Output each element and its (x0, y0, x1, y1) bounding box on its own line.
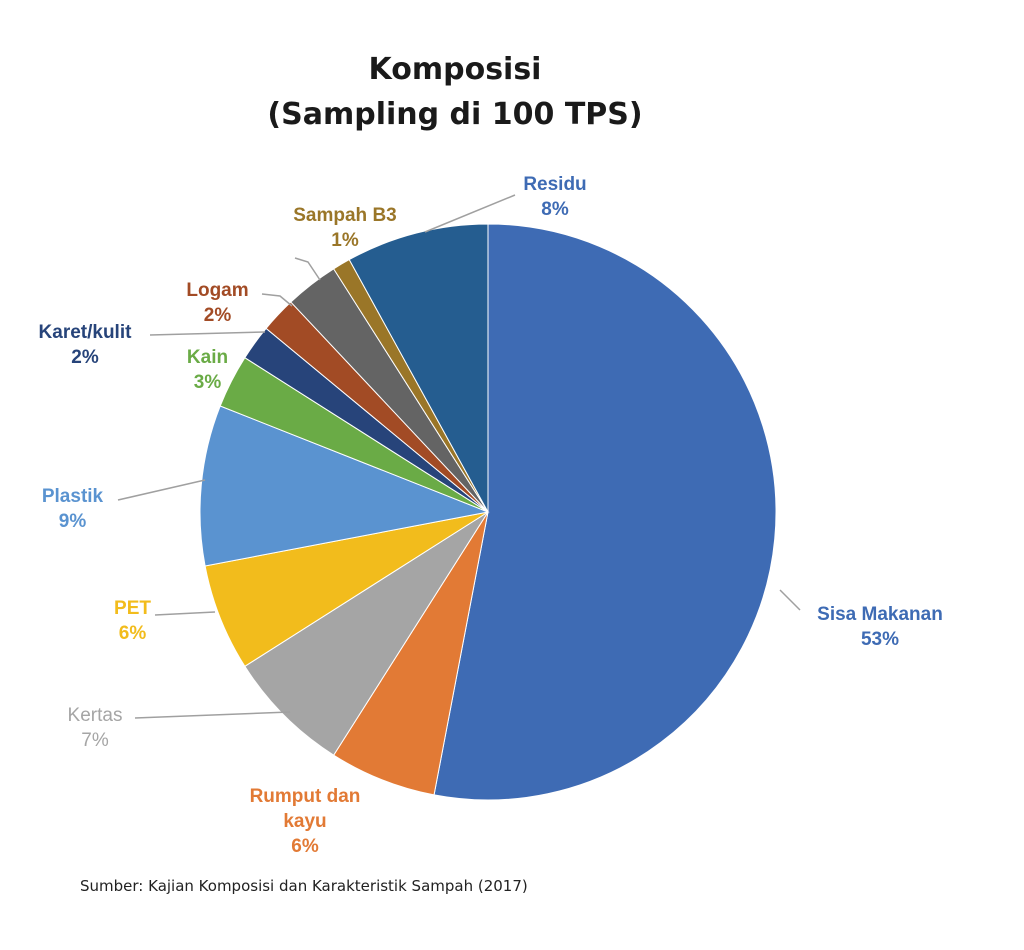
pie-slice-kertas (244, 511, 489, 756)
pie-slice-sisa-makanan (433, 223, 777, 801)
label-logam: Logam 2% (186, 280, 249, 326)
leader-lines (117, 194, 801, 719)
label-sisa-makanan: Sisa Makanan 53% (817, 604, 943, 650)
chart-title: Komposisi (368, 52, 542, 87)
label-sampah-b3: Sampah B3 1% (293, 205, 397, 251)
label-karet-kulit: Karet/kulit 2% (38, 322, 132, 368)
label-kertas: Kertas 7% (67, 705, 123, 751)
leader-line-plastik (117, 479, 206, 501)
source-note: Sumber: Kajian Komposisi dan Karakterist… (80, 877, 528, 895)
label-pet: PET 6% (114, 598, 151, 644)
label-plastik: Plastik 9% (41, 486, 104, 532)
label-rumput-dan-kayu: Rumput dan kayu 6% (249, 786, 361, 857)
leader-line-sisa-makanan (779, 589, 801, 611)
leader-line-pet (154, 611, 216, 616)
label-kain: Kain 3% (186, 347, 229, 393)
leader-line-logam (261, 293, 293, 307)
leader-line-kertas (134, 711, 291, 719)
label-residu: Residu 8% (523, 174, 587, 220)
leader-line-karet (149, 331, 266, 336)
pie-slice-plastik (199, 405, 490, 567)
leader-line-gray (294, 257, 321, 281)
leader-line-residu (424, 194, 516, 233)
pie-slice-residu (348, 223, 489, 513)
chart-subtitle: (Sampling di 100 TPS) (267, 97, 643, 132)
